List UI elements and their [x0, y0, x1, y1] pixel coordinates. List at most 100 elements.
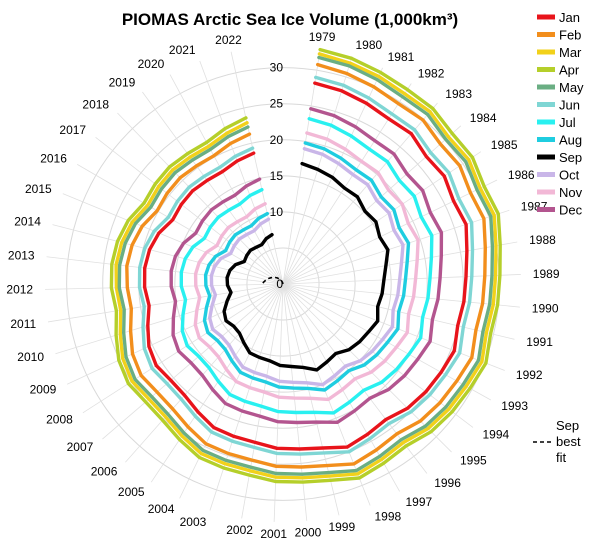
grid-spoke — [62, 193, 284, 285]
year-label: 1988 — [529, 233, 556, 247]
year-label: 1999 — [328, 520, 355, 534]
year-label: 2008 — [46, 412, 73, 426]
grid-spoke — [169, 74, 284, 285]
series-lines — [109, 47, 502, 484]
legend-label: Mar — [559, 45, 582, 60]
series-line-jun — [137, 75, 475, 456]
legend-label: Dec — [559, 203, 583, 218]
year-label: 1979 — [309, 30, 336, 44]
year-label: 2011 — [10, 317, 36, 331]
grid-spoke — [199, 60, 284, 285]
year-labels: 1979198019811982198319841985198619871988… — [6, 30, 559, 541]
grid-spoke — [77, 164, 284, 285]
series-line-dec — [169, 107, 444, 425]
series-line-nov — [193, 131, 420, 402]
legend-label: Aug — [559, 133, 582, 148]
year-label: 2018 — [82, 97, 109, 111]
legend-label: Jan — [559, 10, 580, 25]
year-label: 1983 — [445, 87, 472, 101]
grid-spoke — [230, 51, 284, 285]
year-label: 2022 — [215, 33, 242, 47]
year-label: 1995 — [460, 454, 487, 468]
year-label: 1993 — [501, 399, 528, 413]
legend: Jan Feb Mar Apr May Jun Jul Aug Sep Oct Nov Dec — [537, 10, 584, 218]
legend-label: Apr — [559, 63, 580, 78]
radial-tick-label: 30 — [270, 61, 284, 75]
grid-spoke — [209, 283, 284, 511]
legend-label: May — [559, 80, 584, 95]
fit-legend-label: best — [556, 434, 581, 449]
year-label: 2007 — [67, 440, 94, 454]
year-label: 2020 — [138, 57, 165, 71]
grid-spoke — [282, 48, 321, 285]
legend-label: Oct — [559, 168, 580, 183]
year-label: 2003 — [180, 515, 207, 529]
grid-spoke — [46, 256, 284, 285]
series-line-aug — [202, 141, 411, 392]
legend-label: Sep — [559, 150, 582, 165]
grid-spoke — [282, 274, 521, 285]
grid-ring — [102, 103, 464, 465]
grid-spoke — [55, 283, 284, 355]
radial-tick-label: 10 — [270, 205, 284, 219]
series-line-may — [117, 55, 495, 476]
grid-spoke — [82, 283, 284, 414]
grid-spoke — [117, 112, 284, 285]
year-label: 2009 — [30, 382, 57, 396]
series-line-apr — [109, 47, 502, 484]
year-label: 1982 — [418, 66, 445, 80]
year-label: 2016 — [40, 151, 67, 165]
series-line-jan — [142, 81, 469, 451]
year-label: 2002 — [226, 523, 253, 537]
legend-label: Feb — [559, 28, 581, 43]
series-line-sep — [222, 161, 390, 372]
year-label: 2000 — [295, 526, 322, 540]
year-label: 2005 — [118, 485, 145, 499]
year-label: 1996 — [434, 476, 461, 490]
year-label: 2017 — [59, 123, 86, 137]
radial-tick-label: 0 — [276, 277, 283, 291]
grid-spoke — [241, 283, 284, 519]
year-label: 1985 — [491, 138, 518, 152]
fit-legend-label: Sep — [556, 418, 579, 433]
year-label: 1997 — [406, 495, 433, 509]
sep-best-fit-line — [262, 276, 284, 285]
grid-ring — [174, 175, 392, 393]
radial-tick-label: 20 — [270, 133, 284, 147]
best-fit-line — [262, 276, 284, 285]
radial-axis-labels: 0 10 15 20 25 30 — [270, 61, 284, 291]
grid-spoke — [282, 179, 498, 285]
grid-spoke — [95, 136, 284, 285]
legend-label: Jul — [559, 115, 576, 130]
year-label: 2014 — [14, 215, 41, 229]
year-label: 2013 — [8, 248, 35, 262]
grid-spoke — [102, 283, 284, 440]
legend-label: Jun — [559, 98, 580, 113]
grid-spoke — [282, 283, 520, 308]
year-label: 1990 — [532, 301, 559, 315]
grid-spoke — [282, 283, 371, 506]
year-label: 1992 — [516, 368, 543, 382]
series-line-mar — [114, 52, 498, 480]
fit-legend-label: fit — [556, 450, 567, 465]
grid-spoke — [125, 283, 284, 463]
year-label: 1981 — [388, 50, 415, 64]
year-label: 1989 — [533, 267, 560, 281]
year-label: 2019 — [109, 75, 136, 89]
grid-spoke — [66, 283, 284, 385]
year-label: 1984 — [470, 111, 497, 125]
grid-ring — [246, 247, 320, 321]
year-label: 2012 — [6, 283, 33, 297]
radial-tick-label: 15 — [270, 169, 284, 183]
radial-tick-label: 25 — [270, 97, 284, 111]
year-label: 2001 — [260, 527, 287, 541]
year-label: 2004 — [148, 502, 175, 516]
grid-spoke — [52, 224, 284, 285]
grid-spoke — [282, 283, 452, 453]
year-label: 2015 — [25, 182, 52, 196]
series-line-oct — [207, 146, 405, 387]
legend-label: Nov — [559, 185, 583, 200]
grid-spoke — [150, 283, 284, 483]
